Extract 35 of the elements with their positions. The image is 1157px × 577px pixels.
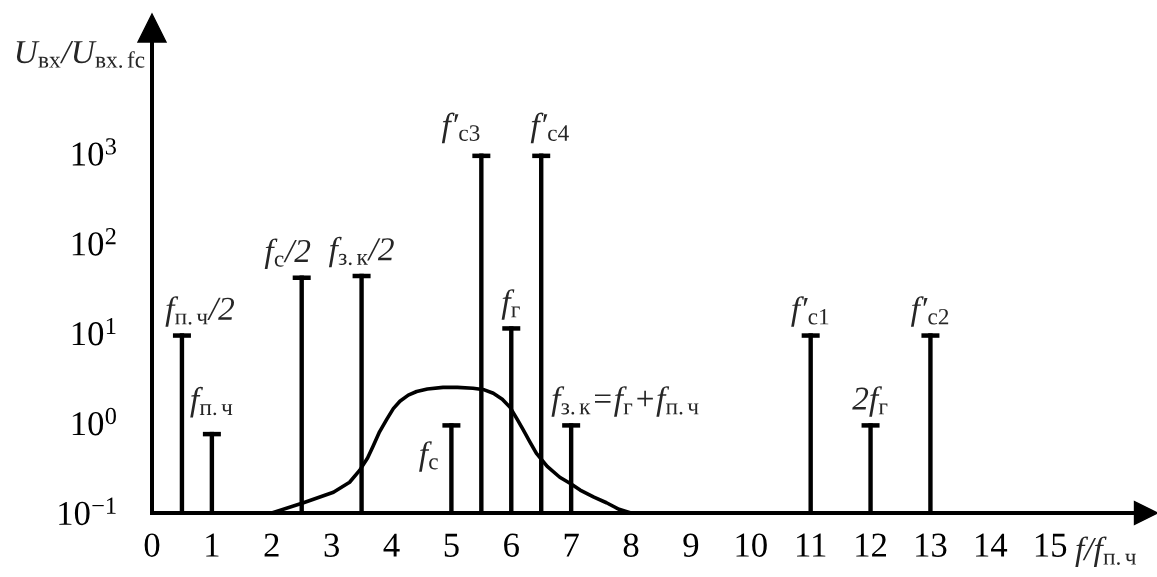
annotation: f′$_{с2}$	[910, 296, 949, 327]
x-tick-label: 6	[504, 533, 519, 557]
annotation: f′$_{с4}$	[530, 112, 569, 144]
x-axis-title: f/f$_{п.ч}$	[1075, 536, 1136, 568]
x-tick-label: 8	[623, 533, 639, 557]
annotation: f$_{з.к}$=f$_{г}$+f$_{п.ч}$	[551, 386, 699, 417]
y-tick-label: 10$^{−1}$	[59, 497, 116, 526]
x-tick-label: 5	[444, 533, 459, 557]
annotation: f$_{г}$	[501, 289, 520, 320]
x-tick-label: 10	[736, 533, 767, 557]
x-tick-label: 15	[1035, 533, 1067, 557]
x-tick-label: 4	[383, 533, 400, 557]
annotation: f′$_{с3}$	[441, 112, 480, 144]
annotation: 2f$_{г}$	[852, 386, 888, 417]
x-tick-label: 7	[564, 533, 579, 557]
y-tick-label: 10$^{0}$	[72, 407, 116, 436]
x-tick-label: 11	[797, 533, 826, 557]
x-tick-label: 14	[976, 533, 1008, 557]
y-tick-label: 10$^{2}$	[72, 228, 116, 256]
x-tick-label: 2	[264, 533, 279, 557]
x-tick-label: 13	[916, 533, 947, 557]
y-tick-label: 10$^{1}$	[72, 317, 116, 346]
annotation: f$_{с}$/2	[264, 238, 311, 270]
x-tick-label: 9	[683, 533, 699, 557]
x-tick-label: 3	[324, 533, 339, 557]
annotation: f$_{п.ч}$/2	[165, 296, 235, 327]
annotation: f$_{п.ч}$	[190, 386, 233, 418]
annotation: f$_{с}$	[419, 441, 438, 472]
y-axis-title: U$_{вх}$/U$_{вх.fс}$	[16, 41, 145, 68]
x-tick-label: 1	[206, 533, 219, 557]
x-tick-label: 12	[856, 533, 886, 557]
annotation: f′$_{с1}$	[791, 296, 829, 327]
y-tick-label: 10$^{3}$	[72, 138, 116, 166]
x-tick-label: 0	[144, 533, 160, 557]
annotation: f$_{з.к}$/2	[328, 236, 394, 268]
